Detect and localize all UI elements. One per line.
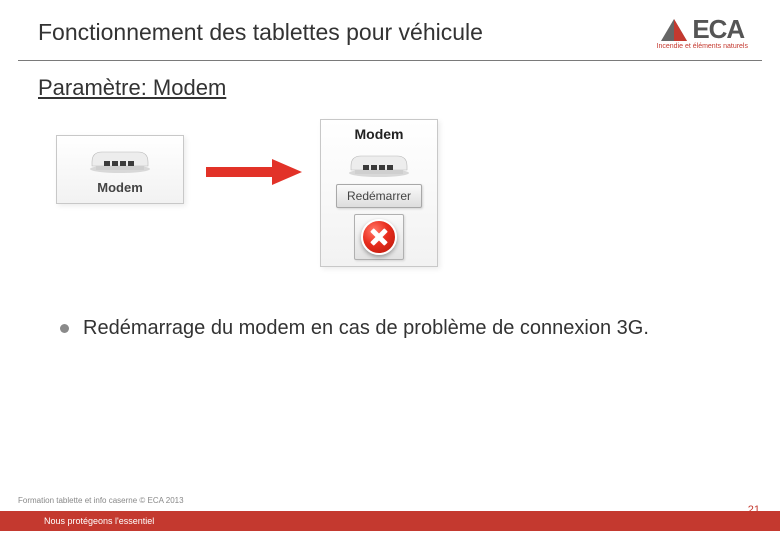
close-icon: [361, 219, 397, 255]
logo-tagline: Incendie et éléments naturels: [657, 43, 748, 50]
restart-button[interactable]: Redémarrer: [336, 184, 422, 208]
eca-logo: ECA Incendie et éléments naturels: [657, 14, 748, 50]
panel-large-title: Modem: [355, 126, 404, 142]
arrow-icon: [206, 157, 302, 192]
footer-bar: Nous protégeons l'essentiel: [0, 511, 780, 531]
modem-panel-large: Modem Redémarrer: [320, 119, 438, 267]
logo-text: ECA: [692, 14, 744, 45]
page-number: 21: [748, 504, 760, 516]
slide-footer: Formation tablette et info caserne © ECA…: [0, 496, 780, 540]
bullet-item: Redémarrage du modem en cas de problème …: [0, 267, 780, 340]
bullet-dot-icon: [60, 324, 69, 333]
modem-device-icon: [84, 144, 156, 174]
logo-row: ECA: [660, 14, 744, 45]
footer-copyright: Formation tablette et info caserne © ECA…: [0, 496, 780, 505]
slide-title: Fonctionnement des tablettes pour véhicu…: [38, 19, 483, 46]
close-button[interactable]: [354, 214, 404, 260]
panel-small-label: Modem: [97, 180, 143, 195]
bullet-text: Redémarrage du modem en cas de problème …: [83, 317, 649, 340]
modem-panel-small: Modem: [56, 135, 184, 204]
slide-header: Fonctionnement des tablettes pour véhicu…: [0, 0, 780, 58]
modem-device-icon: [343, 148, 415, 178]
footer-motto: Nous protégeons l'essentiel: [44, 516, 154, 526]
slide-subtitle: Paramètre: Modem: [0, 61, 780, 101]
logo-triangle-icon: [660, 18, 688, 42]
content-row: Modem Modem Redémarrer: [0, 101, 780, 267]
